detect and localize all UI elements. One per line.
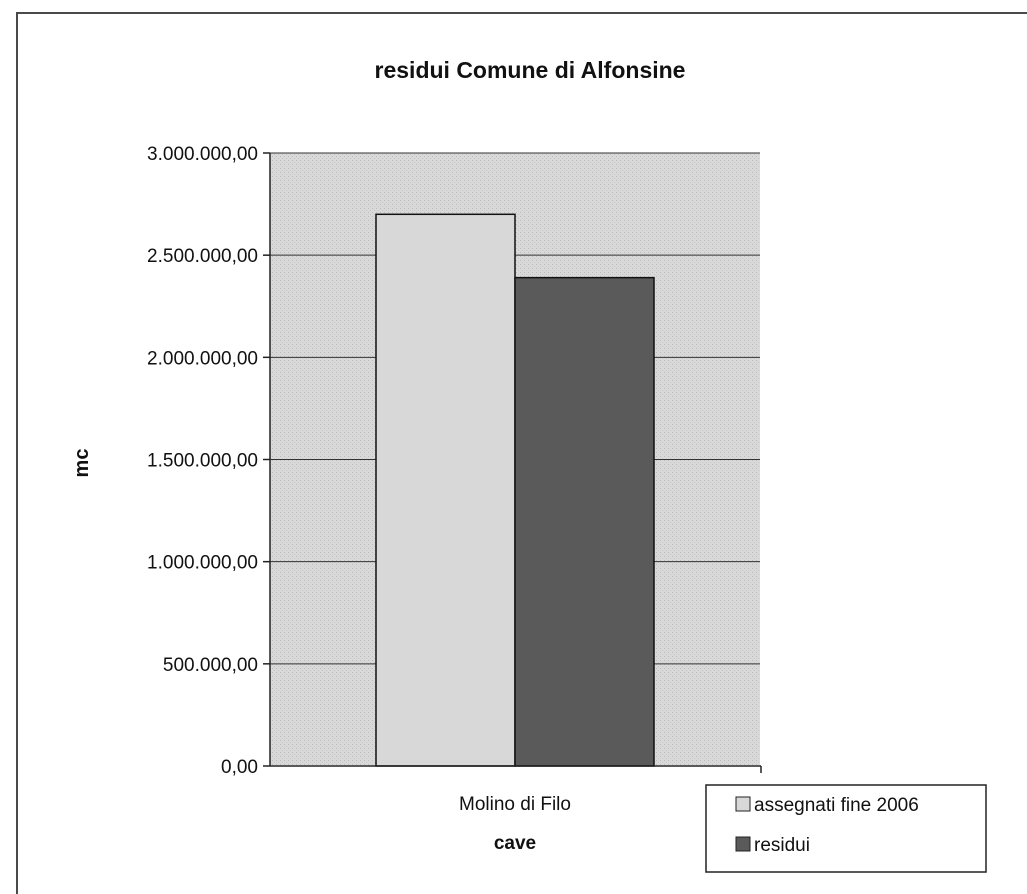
y-tick-label: 1.500.000,00 (147, 451, 258, 472)
bar-assegnati-fine-2006 (375, 213, 516, 767)
legend-label-assegnati: assegnati fine 2006 (754, 795, 919, 816)
y-tick-label: 3.000.000,00 (147, 144, 258, 165)
legend: assegnati fine 2006 residui (705, 784, 987, 873)
y-tick-label: 0,00 (221, 757, 258, 778)
chart-title: residui Comune di Alfonsine (375, 57, 686, 83)
bars (375, 213, 655, 767)
y-axis-label: mc (71, 449, 93, 478)
legend-label-residui: residui (754, 835, 810, 856)
y-tick-label: 2.500.000,00 (147, 246, 258, 267)
legend-swatch-assegnati (735, 796, 751, 812)
legend-swatch-residui (735, 836, 751, 852)
y-tick-label: 2.000.000,00 (147, 348, 258, 369)
chart-frame (16, 12, 1027, 894)
x-tick-label: Molino di Filo (459, 794, 571, 815)
y-tick-label: 500.000,00 (163, 655, 258, 676)
bar-residui (514, 276, 655, 767)
x-axis-label: cave (494, 833, 536, 854)
y-tick-label: 1.000.000,00 (147, 553, 258, 574)
legend-box (705, 784, 987, 873)
y-axis-ticks: 0,00 500.000,00 1.000.000,00 1.500.000,00 2.… (147, 144, 270, 778)
